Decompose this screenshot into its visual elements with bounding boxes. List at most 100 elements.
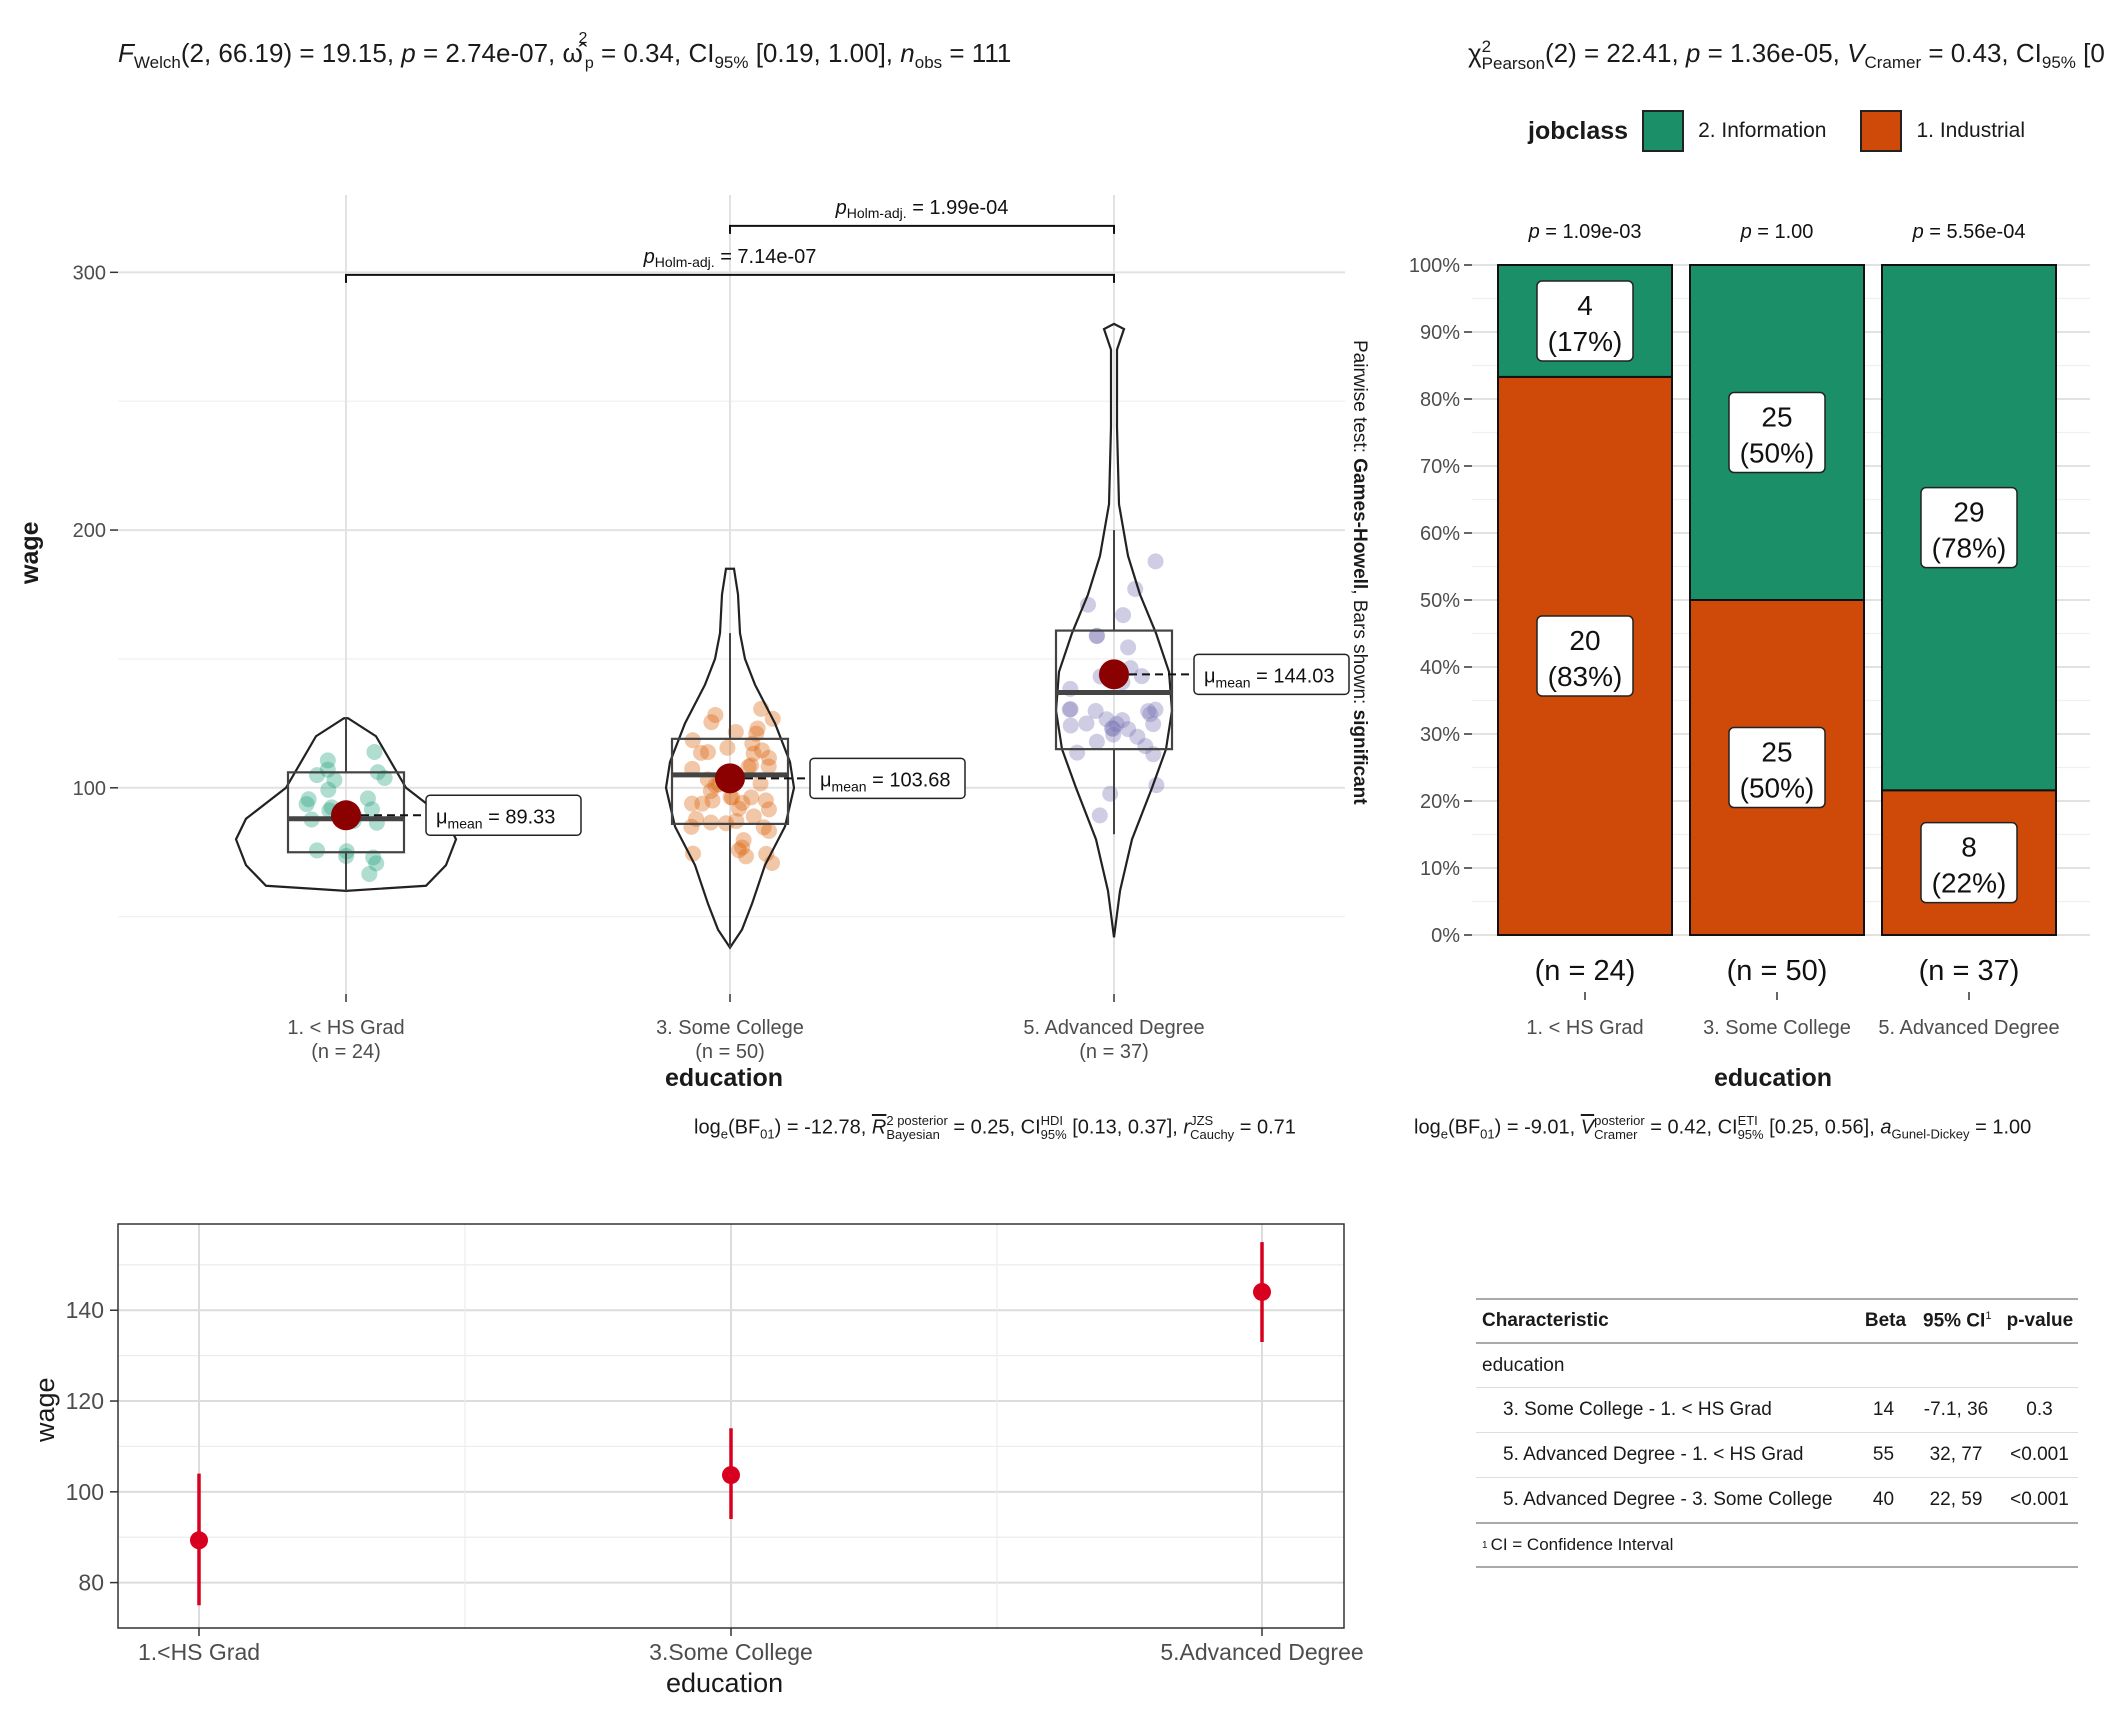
bayes-bf-value: ) = -12.78,: [774, 1116, 867, 1139]
data-point: [1091, 807, 1108, 824]
cell-ci: 32, 77: [1929, 1444, 1983, 1465]
segment-label-box-industrial: [1536, 615, 1634, 697]
data-point: [1104, 720, 1121, 737]
bayes-ci-symbol: CI: [1717, 1116, 1738, 1139]
y-tick-label: 200: [73, 520, 106, 542]
pairwise-label: pHolm-adj. = 1.99e-04: [835, 197, 1009, 221]
data-point: [376, 769, 393, 786]
v-value: = 0.43,: [1928, 38, 2009, 68]
n-sub: obs: [914, 53, 943, 73]
point-xlabel: education: [666, 1668, 784, 1698]
x-tick-label: 1. < HS Grad: [1526, 1017, 1643, 1039]
data-point: [693, 744, 710, 761]
top-p-label: p = 5.56e-04: [1912, 221, 2026, 243]
data-point: [1105, 726, 1122, 743]
chi-sup: 2: [1481, 38, 1492, 57]
bayes-r2-sub: Cauchy: [1190, 1127, 1235, 1142]
bar-segment-industrial: [1689, 599, 1865, 936]
data-point: [683, 795, 700, 812]
data-point: [363, 801, 380, 818]
data-point: [320, 781, 337, 798]
bayes-ci-sup: HDI: [1040, 1113, 1064, 1128]
data-point: [1080, 596, 1097, 613]
data-point: [1115, 607, 1132, 624]
mean-label-text: μmean = 89.33: [436, 806, 555, 831]
segment-percent-industrial: (50%): [1740, 773, 1815, 804]
segment-count-information: 25: [1761, 402, 1792, 433]
n-value: = 111: [949, 38, 1012, 68]
y-tick-label: 20%: [1420, 791, 1460, 813]
data-point: [1142, 706, 1159, 723]
bayes-log-sub: e: [720, 1126, 728, 1142]
data-point: [1108, 715, 1125, 732]
y-tick-label: 0%: [1431, 925, 1460, 947]
top-p-label: p = 1.00: [1740, 221, 1814, 243]
bar-segment-information: [1497, 264, 1673, 378]
table-row: 5. Advanced Degree - 3. Some College 40 …: [1476, 1478, 2078, 1524]
bayes-ci-sup: ETI: [1737, 1113, 1758, 1128]
data-point: [1089, 627, 1106, 644]
bayes-v-symbol: V: [1580, 1116, 1595, 1139]
x-tick-label: 5. Advanced Degree: [1878, 1017, 2059, 1039]
ci-symbol: CI: [688, 38, 715, 68]
bayes-v-value: = 0.42,: [1650, 1116, 1712, 1139]
segment-count-industrial: 8: [1961, 832, 1977, 863]
segment-percent-industrial: (22%): [1932, 868, 2007, 899]
header-characteristic: Characteristic: [1482, 1310, 1609, 1331]
data-point: [1147, 553, 1164, 570]
y-tick-label: 30%: [1420, 724, 1460, 746]
cell-pvalue: 0.3: [2026, 1399, 2053, 1420]
estimate-point: [1253, 1282, 1271, 1301]
data-point: [749, 720, 766, 737]
data-point: [1140, 703, 1157, 720]
x-tick-label: 1. < HS Grad: [287, 1017, 404, 1039]
box-iqr: [670, 737, 790, 825]
mean-label-box: [809, 757, 966, 800]
bayes-ci-sub: 95%: [1040, 1127, 1067, 1142]
data-point: [361, 865, 378, 882]
data-point: [308, 767, 325, 784]
data-point: [1061, 701, 1078, 718]
f-subscript: Welch: [133, 53, 181, 73]
y-tick-label: 100: [66, 1479, 104, 1505]
segment-label-box-information: [1536, 280, 1634, 362]
data-point: [734, 794, 751, 811]
table-group-label: education: [1482, 1354, 1565, 1376]
violin-plot: 100 200 300 μmean = 89.33 1. < HS Grad(n = 2…: [73, 195, 1350, 1063]
data-point: [704, 792, 721, 809]
v-sub: Cramer: [1864, 53, 1922, 73]
data-point: [1147, 701, 1164, 718]
data-point: [684, 845, 701, 862]
violin-outline: [1054, 322, 1174, 938]
omega-sub: p: [584, 55, 594, 73]
bayes-bf-value: ) = -9.01,: [1494, 1116, 1576, 1139]
point-errorbar-chart: 80 100 120 140 1.<HS Grad 3.Some College 5.Adv…: [66, 1223, 1364, 1665]
violin-outline: [234, 717, 458, 893]
data-point: [734, 839, 751, 856]
data-point: [694, 795, 711, 812]
header-ci-mark: 1: [1985, 1309, 1992, 1322]
estimate-point: [190, 1531, 208, 1550]
header-ci-text: 95% CI: [1923, 1310, 1986, 1332]
legend-title: jobclass: [1528, 116, 1629, 145]
y-tick-label: 140: [66, 1297, 104, 1323]
cell-ci: 22, 59: [1929, 1489, 1983, 1510]
bar-segment-information: [1881, 264, 2057, 792]
segment-count-industrial: 25: [1761, 737, 1792, 768]
y-tick-label: 100%: [1409, 255, 1460, 277]
omega-value: = 0.34,: [600, 38, 682, 68]
p-symbol: p: [1685, 38, 1701, 68]
data-point: [748, 725, 765, 742]
data-point: [1087, 702, 1104, 719]
n-symbol: n: [900, 38, 915, 68]
chi-sub: Pearson: [1481, 54, 1545, 74]
segment-percent-information: (50%): [1740, 438, 1815, 469]
legend-label-industrial: 1. Industrial: [1916, 119, 2026, 142]
estimate-point: [722, 1466, 740, 1485]
data-point: [319, 752, 336, 769]
x-tick-label: 3.Some College: [649, 1639, 813, 1665]
ci-symbol: CI: [2015, 38, 2042, 68]
data-point: [1120, 639, 1137, 656]
data-point: [727, 723, 744, 740]
mean-label-box: [425, 794, 582, 837]
